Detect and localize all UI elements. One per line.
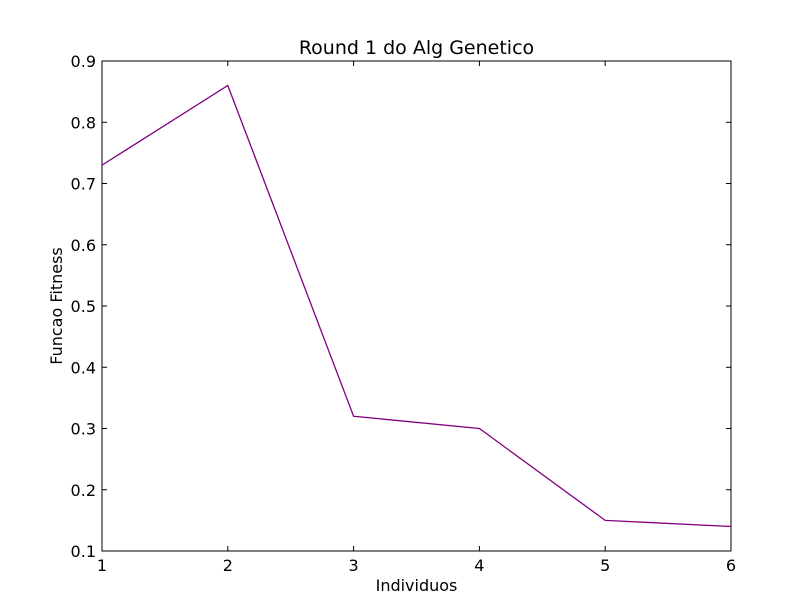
y-tick-label: 0.8 (71, 113, 96, 132)
y-tick-label: 0.5 (71, 297, 96, 316)
y-axis-ticks: 0.1 0.2 0.3 0.4 0.5 0.6 0.7 0.8 0.9 (71, 52, 731, 561)
chart-title: Round 1 do Alg Genetico (299, 37, 534, 59)
y-tick-label: 0.4 (71, 358, 96, 377)
x-tick-label: 5 (600, 556, 610, 575)
y-tick-label: 0.7 (71, 175, 96, 194)
y-tick-label: 0.3 (71, 420, 96, 439)
x-tick-label: 2 (223, 556, 233, 575)
x-tick-label: 6 (726, 556, 736, 575)
x-tick-label: 3 (349, 556, 359, 575)
y-tick-label: 0.6 (71, 236, 96, 255)
x-axis-label: Individuos (376, 576, 458, 595)
x-tick-label: 4 (474, 556, 484, 575)
y-tick-label: 0.9 (71, 52, 96, 71)
x-axis-ticks: 1 2 3 4 5 6 (97, 61, 736, 575)
x-tick-label: 1 (97, 556, 107, 575)
y-tick-label: 0.1 (71, 542, 96, 561)
y-tick-label: 0.2 (71, 481, 96, 500)
y-axis-label: Funcao Fitness (47, 247, 66, 365)
series-layer (101, 84, 732, 528)
series-line-0 (101, 84, 732, 528)
plot-frame (101, 60, 732, 552)
